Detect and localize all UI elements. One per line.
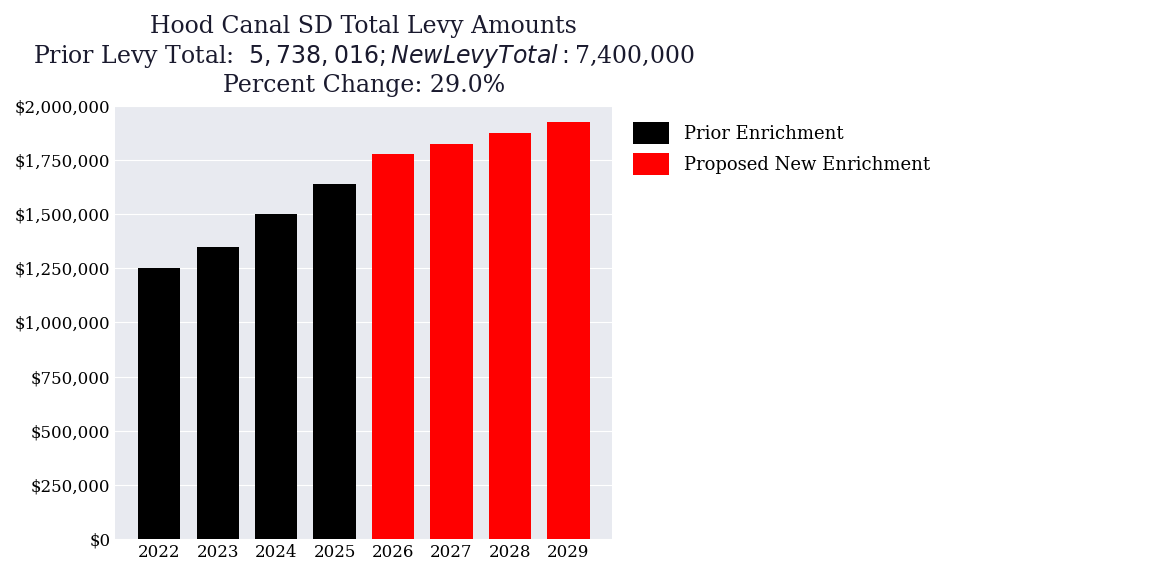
Bar [547, 122, 590, 539]
Bar [488, 133, 531, 539]
Title: Hood Canal SD Total Levy Amounts
Prior Levy Total:  $5,738,016; New Levy Total: : Hood Canal SD Total Levy Amounts Prior L… [33, 15, 695, 97]
Bar [197, 247, 238, 539]
Bar [431, 143, 472, 539]
Legend: Prior Enrichment, Proposed New Enrichment: Prior Enrichment, Proposed New Enrichmen… [626, 115, 938, 182]
Bar [313, 184, 356, 539]
Bar [255, 214, 297, 539]
Bar [138, 268, 180, 539]
Bar [372, 154, 414, 539]
